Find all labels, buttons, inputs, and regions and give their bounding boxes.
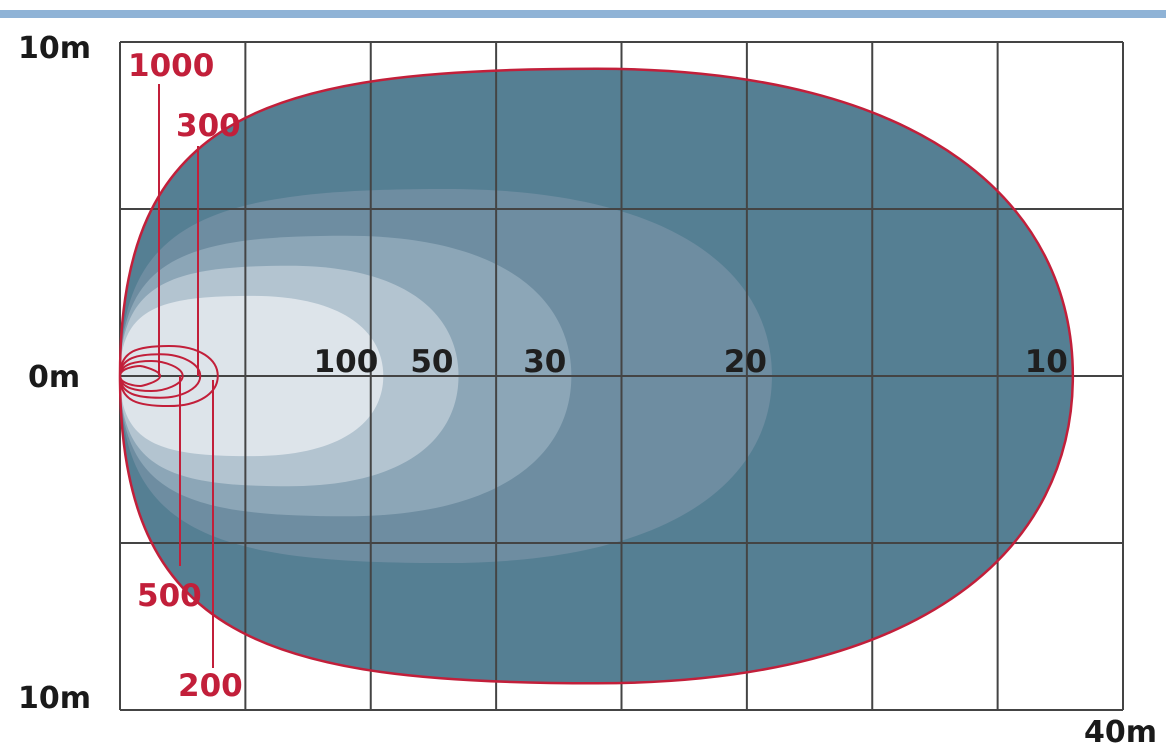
contour-label-20: 20 (724, 344, 767, 380)
near-contour-label-300: 300 (176, 108, 241, 144)
x-axis-end-label: 40m (1084, 715, 1157, 743)
contour-label-50: 50 (410, 344, 453, 380)
near-contour-label-1000: 1000 (128, 48, 214, 84)
near-contour-label-200: 200 (178, 668, 243, 704)
near-contour-1000 (118, 364, 162, 388)
y-axis-top-label: 10m (18, 31, 91, 66)
y-axis-bottom-label: 10m (18, 681, 91, 716)
outer-contour-outline (118, 67, 1075, 685)
contour-label-100: 100 (314, 344, 379, 380)
y-axis-middle-label: 0m (28, 360, 80, 395)
contour-label-30: 30 (523, 344, 566, 380)
top-rule (0, 0, 1166, 18)
near-contour-300 (118, 353, 202, 399)
contour-label-10: 10 (1025, 344, 1068, 380)
near-contour-200 (118, 344, 219, 408)
label-layer: 10 20 30 50 100 200 300 500 1000 (128, 48, 1068, 704)
near-contour-500 (118, 359, 184, 393)
outline-layer (118, 67, 1075, 685)
near-contour-layer (118, 344, 219, 408)
near-contour-label-500: 500 (137, 578, 202, 614)
